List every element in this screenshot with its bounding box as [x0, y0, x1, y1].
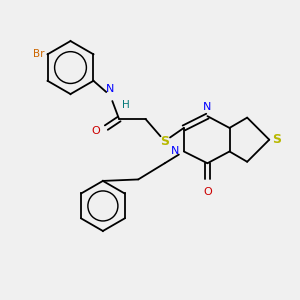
Text: O: O [203, 187, 212, 197]
Text: N: N [203, 102, 212, 112]
Text: H: H [122, 100, 130, 110]
Text: N: N [171, 146, 179, 157]
Text: N: N [106, 84, 114, 94]
Text: S: S [160, 135, 169, 148]
Text: O: O [91, 126, 100, 136]
Text: Br: Br [33, 49, 45, 59]
Text: S: S [272, 133, 281, 146]
